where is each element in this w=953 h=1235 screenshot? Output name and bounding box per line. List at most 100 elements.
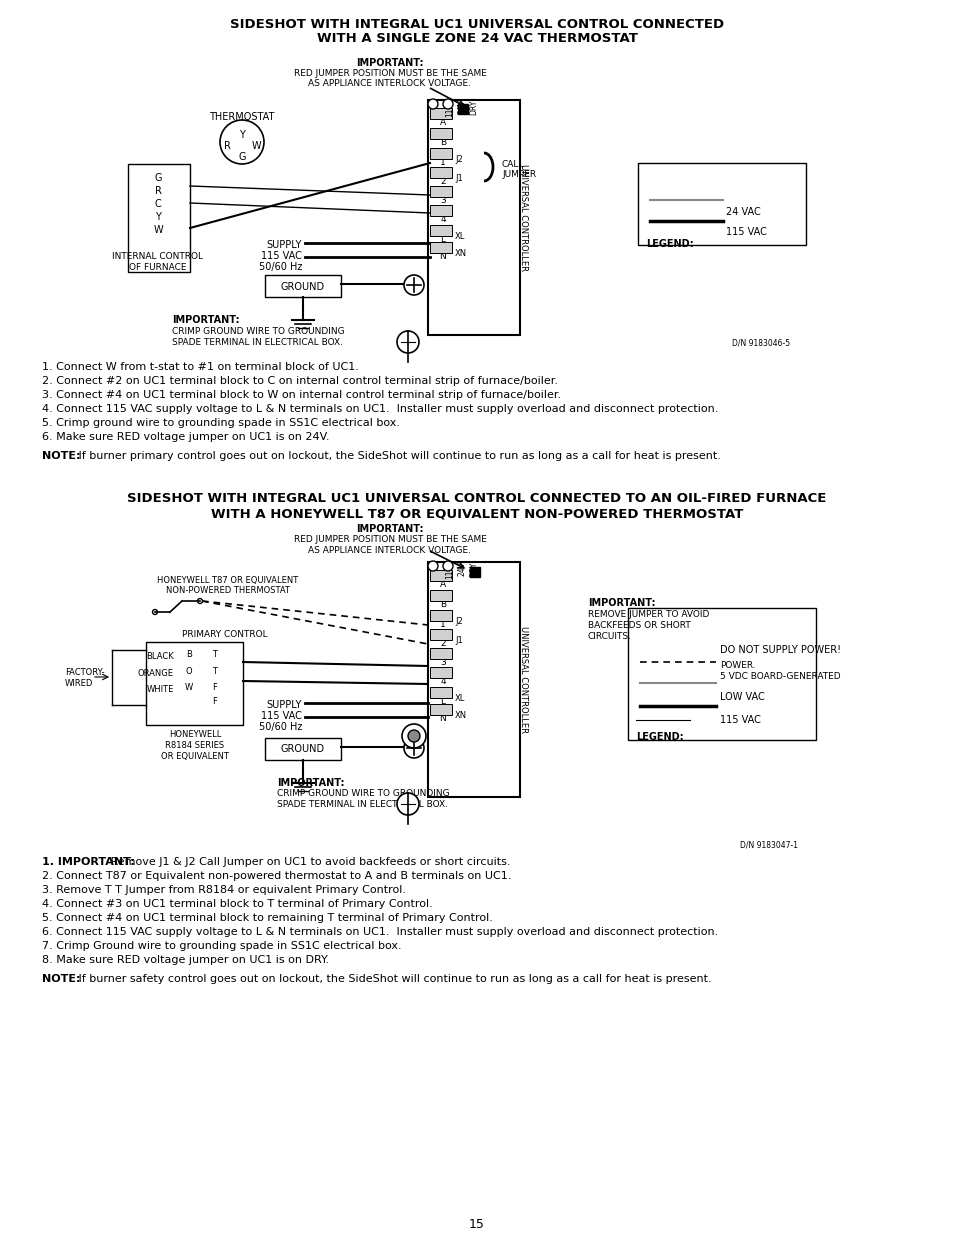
FancyBboxPatch shape (428, 100, 519, 335)
Text: WIRED: WIRED (65, 679, 93, 688)
Text: Remove J1 & J2 Call Jumper on UC1 to avoid backfeeds or short circuits.: Remove J1 & J2 Call Jumper on UC1 to avo… (107, 857, 510, 867)
Text: 6. Make sure RED voltage jumper on UC1 is on 24V.: 6. Make sure RED voltage jumper on UC1 i… (42, 432, 329, 442)
Text: CIRCUITS.: CIRCUITS. (587, 632, 631, 641)
Text: SUPPLY: SUPPLY (266, 700, 302, 710)
Text: 24V: 24V (457, 562, 466, 577)
Text: 4. Connect 115 VAC supply voltage to L & N terminals on UC1.  Installer must sup: 4. Connect 115 VAC supply voltage to L &… (42, 404, 718, 414)
Text: R8184 SERIES: R8184 SERIES (165, 741, 224, 750)
Text: CALL: CALL (501, 161, 524, 169)
Text: D/N 9183047-1: D/N 9183047-1 (740, 840, 797, 848)
Text: 24V: 24V (457, 100, 466, 115)
Text: A: A (439, 119, 446, 127)
Text: 3. Connect #4 on UC1 terminal block to W on internal control terminal strip of f: 3. Connect #4 on UC1 terminal block to W… (42, 390, 560, 400)
FancyBboxPatch shape (627, 608, 815, 740)
Text: 3. Remove T T Jumper from R8184 or equivalent Primary Control.: 3. Remove T T Jumper from R8184 or equiv… (42, 885, 406, 895)
Text: Y: Y (239, 130, 245, 140)
Text: DRY: DRY (469, 99, 478, 115)
Text: 8. Make sure RED voltage jumper on UC1 is on DRY.: 8. Make sure RED voltage jumper on UC1 i… (42, 955, 329, 965)
Text: 115V: 115V (445, 98, 454, 117)
Text: 1: 1 (439, 620, 445, 629)
Text: BLACK: BLACK (146, 652, 173, 661)
Text: N: N (439, 714, 446, 722)
FancyBboxPatch shape (430, 205, 452, 216)
Text: OF FURNACE: OF FURNACE (129, 263, 187, 272)
FancyBboxPatch shape (428, 562, 519, 797)
FancyBboxPatch shape (430, 128, 452, 140)
Text: O: O (186, 667, 193, 676)
Text: NOTE:: NOTE: (42, 451, 80, 461)
Text: 2. Connect #2 on UC1 terminal block to C on internal control terminal strip of f: 2. Connect #2 on UC1 terminal block to C… (42, 375, 558, 387)
Text: T: T (213, 667, 217, 676)
Circle shape (220, 120, 264, 164)
FancyBboxPatch shape (430, 242, 452, 253)
Text: If burner primary control goes out on lockout, the SideShot will continue to run: If burner primary control goes out on lo… (75, 451, 720, 461)
Text: HONEYWELL: HONEYWELL (169, 730, 221, 739)
Text: HONEYWELL T87 OR EQUIVALENT: HONEYWELL T87 OR EQUIVALENT (157, 576, 298, 585)
FancyBboxPatch shape (430, 148, 452, 159)
Circle shape (408, 730, 419, 742)
Text: L: L (440, 235, 445, 245)
Text: 5. Connect #4 on UC1 terminal block to remaining T terminal of Primary Control.: 5. Connect #4 on UC1 terminal block to r… (42, 913, 493, 923)
Text: 5 VDC BOARD-GENERATED: 5 VDC BOARD-GENERATED (720, 672, 840, 680)
Circle shape (197, 599, 202, 604)
Text: POWER.: POWER. (720, 661, 755, 671)
Text: LEGEND:: LEGEND: (636, 732, 683, 742)
FancyBboxPatch shape (128, 164, 190, 272)
Text: B: B (439, 600, 446, 609)
Text: F: F (213, 697, 217, 706)
Text: IMPORTANT:: IMPORTANT: (355, 524, 423, 534)
Text: AS APPLIANCE INTERLOCK VOLTAGE.: AS APPLIANCE INTERLOCK VOLTAGE. (308, 79, 471, 88)
Text: 115 VAC: 115 VAC (261, 711, 302, 721)
Text: 1. Connect W from t-stat to #1 on terminal block of UC1.: 1. Connect W from t-stat to #1 on termin… (42, 362, 358, 372)
Text: CRIMP GROUND WIRE TO GROUNDING: CRIMP GROUND WIRE TO GROUNDING (172, 327, 344, 336)
Text: RED JUMPER POSITION MUST BE THE SAME: RED JUMPER POSITION MUST BE THE SAME (294, 69, 486, 78)
Text: G: G (154, 173, 162, 183)
Text: SUPPLY: SUPPLY (266, 240, 302, 249)
Text: DO NOT SUPPLY POWER!: DO NOT SUPPLY POWER! (720, 645, 841, 655)
Text: IMPORTANT:: IMPORTANT: (172, 315, 239, 325)
Text: WITH A SINGLE ZONE 24 VAC THERMOSTAT: WITH A SINGLE ZONE 24 VAC THERMOSTAT (316, 32, 637, 44)
Text: 4: 4 (439, 215, 445, 224)
Text: 5. Crimp ground wire to grounding spade in SS1C electrical box.: 5. Crimp ground wire to grounding spade … (42, 417, 399, 429)
Text: 115 VAC: 115 VAC (720, 715, 760, 725)
Text: 2: 2 (439, 177, 445, 186)
Text: 3: 3 (439, 658, 445, 667)
Text: D/N 9183046-5: D/N 9183046-5 (731, 338, 789, 347)
Text: SPADE TERMINAL IN ELECTRICAL BOX.: SPADE TERMINAL IN ELECTRICAL BOX. (172, 338, 343, 347)
Text: J2: J2 (455, 156, 462, 164)
Circle shape (403, 275, 423, 295)
Text: NOTE:: NOTE: (42, 974, 80, 984)
Circle shape (442, 561, 453, 571)
Text: 3: 3 (439, 196, 445, 205)
Text: 50/60 Hz: 50/60 Hz (258, 722, 302, 732)
Text: XL: XL (455, 694, 465, 703)
FancyBboxPatch shape (430, 107, 452, 119)
FancyBboxPatch shape (638, 163, 805, 245)
Text: F: F (213, 683, 217, 692)
Text: 115 VAC: 115 VAC (261, 251, 302, 261)
FancyBboxPatch shape (265, 739, 340, 760)
Text: J1: J1 (455, 636, 462, 645)
FancyBboxPatch shape (430, 590, 452, 601)
Text: XN: XN (455, 711, 467, 720)
Text: 6. Connect 115 VAC supply voltage to L & N terminals on UC1.  Installer must sup: 6. Connect 115 VAC supply voltage to L &… (42, 927, 718, 937)
Circle shape (401, 724, 426, 748)
Text: XL: XL (455, 232, 465, 241)
Text: LOW VAC: LOW VAC (720, 692, 764, 701)
Text: Y: Y (155, 212, 161, 222)
Text: G: G (238, 152, 246, 162)
Text: INTERNAL CONTROL: INTERNAL CONTROL (112, 252, 203, 261)
Text: OR EQUIVALENT: OR EQUIVALENT (161, 752, 229, 761)
Text: W: W (251, 141, 260, 151)
Text: 7. Crimp Ground wire to grounding spade in SS1C electrical box.: 7. Crimp Ground wire to grounding spade … (42, 941, 401, 951)
Text: NON-POWERED THERMOSTAT: NON-POWERED THERMOSTAT (166, 585, 290, 595)
FancyBboxPatch shape (430, 667, 452, 678)
Text: B: B (439, 138, 446, 147)
FancyBboxPatch shape (146, 642, 243, 725)
Circle shape (428, 99, 437, 109)
Text: 1. IMPORTANT:: 1. IMPORTANT: (42, 857, 134, 867)
Text: CRIMP GROUND WIRE TO GROUNDING: CRIMP GROUND WIRE TO GROUNDING (276, 789, 449, 798)
FancyBboxPatch shape (265, 275, 340, 296)
Text: WHITE: WHITE (147, 685, 173, 694)
Text: 2. Connect T87 or Equivalent non-powered thermostat to A and B terminals on UC1.: 2. Connect T87 or Equivalent non-powered… (42, 871, 511, 881)
